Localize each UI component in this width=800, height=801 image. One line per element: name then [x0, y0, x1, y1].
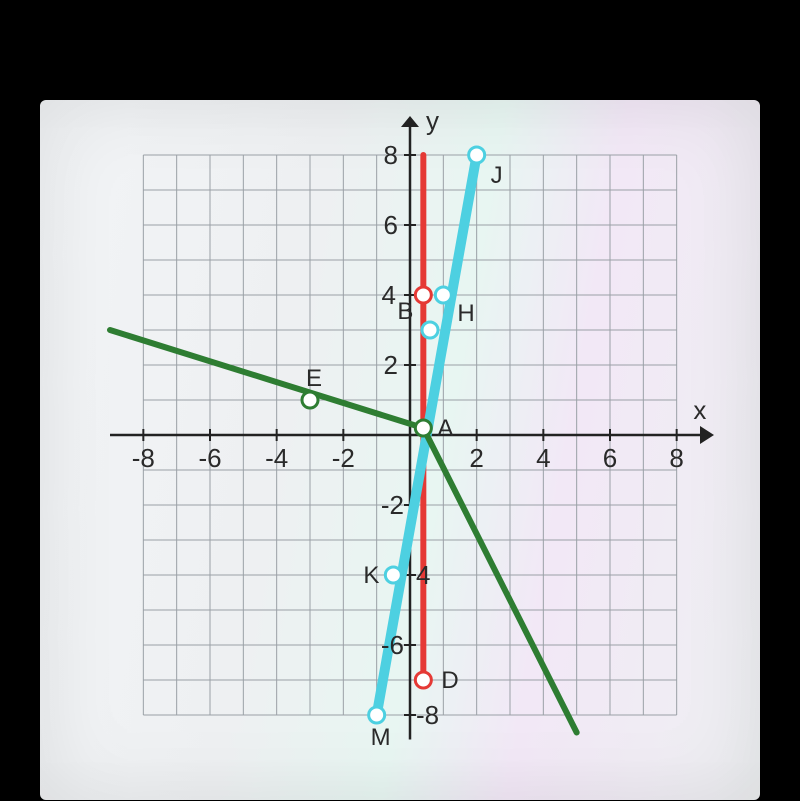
point-M [369, 707, 385, 723]
point-B [415, 287, 431, 303]
point-A [415, 420, 431, 436]
point-unnamed1 [422, 322, 438, 338]
point-label-D: D [441, 667, 458, 694]
point-H [435, 287, 451, 303]
point-label-M: M [371, 724, 391, 751]
y-axis-label: y [426, 106, 439, 136]
y-tick-label: -2 [381, 490, 404, 520]
point-label-A: A [437, 415, 453, 442]
y-tick-label: 2 [384, 350, 398, 380]
point-label-E: E [306, 365, 322, 392]
x-axis-arrow [700, 426, 714, 444]
x-tick-label: 8 [669, 443, 683, 473]
point-J [469, 147, 485, 163]
point-label-B: B [397, 298, 413, 325]
coordinate-plane: -8 -6 -4 -2 2 4 6 8 8 6 4 2 -2 4 -6 -8 y x J B H E A K D M [40, 100, 760, 800]
x-axis-label: x [693, 395, 706, 425]
x-tick-label: -2 [332, 443, 355, 473]
point-E [302, 392, 318, 408]
x-tick-label: 6 [603, 443, 617, 473]
y-tick-label: 6 [384, 210, 398, 240]
point-K [385, 567, 401, 583]
x-tick-label: 4 [536, 443, 550, 473]
y-tick-label: -8 [416, 700, 439, 730]
y-tick-label: 8 [384, 140, 398, 170]
y-tick-label: -6 [381, 630, 404, 660]
point-label-J: J [491, 162, 503, 189]
x-tick-label: 2 [469, 443, 483, 473]
x-tick-label: -4 [265, 443, 288, 473]
chart-container: -8 -6 -4 -2 2 4 6 8 8 6 4 2 -2 4 -6 -8 y x J B H E A K D M [40, 100, 760, 800]
point-label-H: H [457, 300, 474, 327]
y-tick-label: 4 [416, 560, 430, 590]
x-tick-label: -6 [198, 443, 221, 473]
x-tick-label: -8 [132, 443, 155, 473]
point-D [415, 672, 431, 688]
y-tick-label: 4 [382, 280, 396, 310]
y-axis-arrow [401, 116, 419, 127]
point-label-K: K [363, 562, 379, 589]
